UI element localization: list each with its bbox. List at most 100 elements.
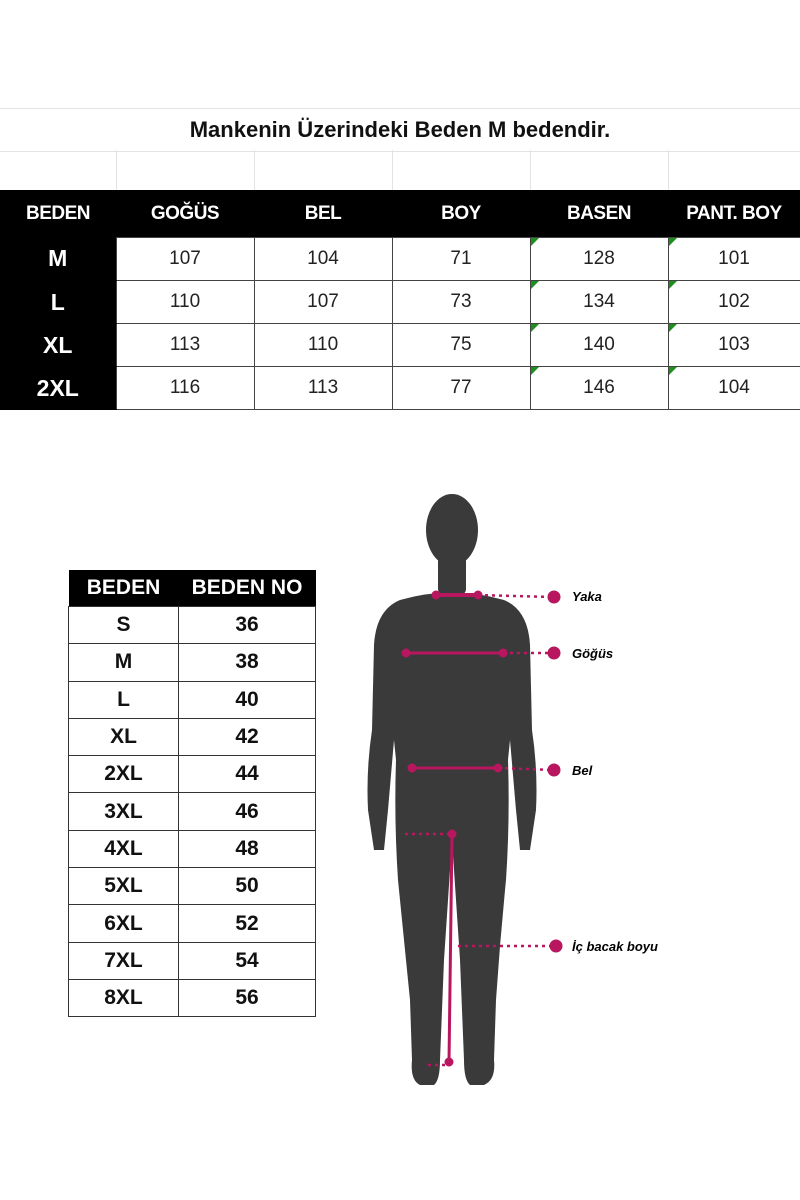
size-number-cell: 46 bbox=[178, 792, 316, 831]
comment-flag-icon bbox=[668, 281, 677, 289]
label-ic-bacak-boyu: İç bacak boyu bbox=[572, 939, 658, 954]
table-row: 4XL 48 bbox=[68, 829, 316, 869]
page-title: Mankenin Üzerindeki Beden M bedendir. bbox=[0, 108, 800, 152]
value-cell: 101 bbox=[667, 237, 800, 281]
header-pant-boy: PANT. BOY bbox=[668, 190, 800, 238]
size-cell: 5XL bbox=[68, 867, 179, 906]
size-number-cell: 50 bbox=[178, 867, 316, 906]
table-row: L 110 107 73 134 102 bbox=[0, 280, 800, 324]
cell-text: 77 bbox=[450, 377, 472, 398]
table-row: 2XL 116 113 77 146 104 bbox=[0, 366, 800, 410]
value-cell: 113 bbox=[253, 366, 393, 410]
value-cell: 102 bbox=[667, 280, 800, 324]
size-number-cell: 42 bbox=[178, 717, 316, 757]
size-cell: 2XL bbox=[0, 366, 116, 410]
value-cell: 110 bbox=[115, 280, 255, 324]
cell-text: 140 bbox=[583, 334, 615, 355]
size-number-cell: 44 bbox=[178, 755, 316, 794]
cell-text: 110 bbox=[307, 334, 339, 355]
cell-text: 107 bbox=[169, 248, 201, 269]
table-row: M 38 bbox=[68, 643, 316, 682]
value-cell: 104 bbox=[667, 366, 800, 410]
body-measurement-figure: Yaka Göğüs Bel İç bacak boyu bbox=[367, 494, 658, 1085]
size-number-cell: 38 bbox=[178, 643, 316, 682]
body-silhouette bbox=[367, 494, 537, 1085]
size-cell: 4XL bbox=[68, 829, 179, 869]
cell-text: 104 bbox=[718, 377, 750, 398]
table-row: L 40 bbox=[68, 680, 316, 719]
value-cell: 146 bbox=[529, 366, 669, 410]
header-basen: BASEN bbox=[530, 190, 668, 238]
value-cell: 116 bbox=[115, 366, 255, 410]
value-cell: 103 bbox=[667, 323, 800, 367]
comment-flag-icon bbox=[530, 281, 539, 289]
cell-text: 75 bbox=[450, 334, 472, 355]
value-cell: 73 bbox=[391, 280, 531, 324]
header-gogus: GOĞÜS bbox=[116, 190, 254, 238]
header-bel: BEL bbox=[254, 190, 392, 238]
size-cell: M bbox=[68, 643, 179, 682]
comment-flag-icon bbox=[668, 238, 677, 246]
label-gogus: Göğüs bbox=[572, 646, 613, 661]
table-row: XL 42 bbox=[68, 717, 316, 757]
table-row: 5XL 50 bbox=[68, 867, 316, 906]
size-number-cell: 36 bbox=[178, 605, 316, 645]
cell-text: 102 bbox=[718, 291, 750, 312]
empty-row bbox=[0, 150, 800, 190]
cell-text: 134 bbox=[583, 291, 615, 312]
value-cell: 77 bbox=[391, 366, 531, 410]
cell-text: 107 bbox=[307, 291, 339, 312]
table-row: 6XL 52 bbox=[68, 904, 316, 943]
value-cell: 107 bbox=[253, 280, 393, 324]
value-cell: 110 bbox=[253, 323, 393, 367]
cell-text: 103 bbox=[718, 334, 750, 355]
label-bel: Bel bbox=[572, 763, 593, 778]
table-header-row: BEDEN BEDEN NO bbox=[68, 570, 316, 607]
comment-flag-icon bbox=[530, 238, 539, 246]
header-beden: BEDEN bbox=[68, 570, 179, 607]
header-boy: BOY bbox=[392, 190, 530, 238]
cell-text: 116 bbox=[169, 377, 201, 398]
cell-text: 101 bbox=[718, 248, 750, 269]
cell-text: L bbox=[50, 288, 65, 315]
table-header-row: BEDEN GOĞÜS BEL BOY BASEN PANT. BOY bbox=[0, 190, 800, 238]
table-row: 7XL 54 bbox=[68, 941, 316, 980]
cell-text: 146 bbox=[583, 377, 615, 398]
measurement-table: BEDEN GOĞÜS BEL BOY BASEN PANT. BOY M 107… bbox=[0, 190, 800, 410]
header-beden-no: BEDEN NO bbox=[178, 570, 316, 607]
size-cell: S bbox=[68, 605, 179, 645]
cell-text: 104 bbox=[307, 248, 339, 269]
size-cell: 6XL bbox=[68, 904, 179, 943]
size-cell: 8XL bbox=[68, 978, 179, 1018]
header-beden: BEDEN bbox=[0, 190, 116, 238]
table-row: S 36 bbox=[68, 605, 316, 645]
size-cell: XL bbox=[68, 717, 179, 757]
value-cell: 128 bbox=[529, 237, 669, 281]
cell-text: 71 bbox=[450, 248, 472, 269]
table-row: M 107 104 71 128 101 bbox=[0, 237, 800, 281]
table-row: XL 113 110 75 140 103 bbox=[0, 323, 800, 367]
comment-flag-icon bbox=[668, 324, 677, 332]
cell-text: 2XL bbox=[36, 374, 79, 401]
size-number-cell: 40 bbox=[178, 680, 316, 719]
cell-text: 113 bbox=[307, 377, 339, 398]
cell-text: 73 bbox=[450, 291, 472, 312]
value-cell: 107 bbox=[115, 237, 255, 281]
value-cell: 113 bbox=[115, 323, 255, 367]
cell-text: M bbox=[48, 245, 68, 272]
table-row: 3XL 46 bbox=[68, 792, 316, 831]
value-cell: 104 bbox=[253, 237, 393, 281]
size-cell: 7XL bbox=[68, 941, 179, 980]
value-cell: 75 bbox=[391, 323, 531, 367]
size-cell: L bbox=[0, 280, 116, 324]
table-row: 2XL 44 bbox=[68, 755, 316, 794]
size-cell: 3XL bbox=[68, 792, 179, 831]
comment-flag-icon bbox=[668, 367, 677, 375]
cell-text: 113 bbox=[169, 334, 201, 355]
size-number-table: BEDEN BEDEN NO S 36 M 38 L 40 XL 42 2XL 44 3XL 46 4X… bbox=[68, 570, 316, 1018]
value-cell: 71 bbox=[391, 237, 531, 281]
size-cell: 2XL bbox=[68, 755, 179, 794]
cell-text: XL bbox=[43, 331, 73, 358]
cell-text: 110 bbox=[169, 291, 201, 312]
value-cell: 134 bbox=[529, 280, 669, 324]
